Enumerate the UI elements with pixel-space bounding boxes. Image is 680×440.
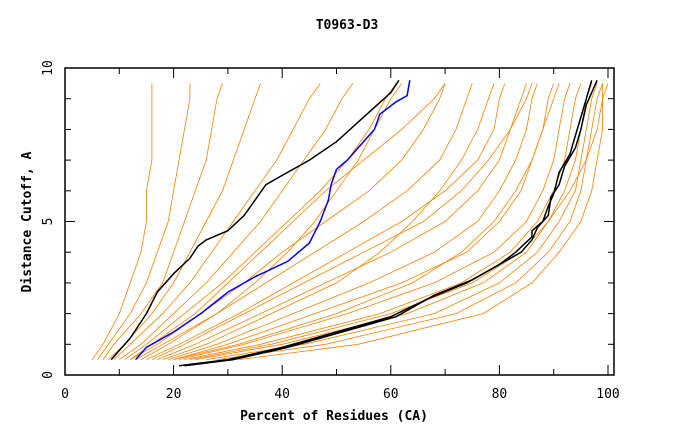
x-tick-label: 60 xyxy=(383,387,399,402)
model-curve-5 xyxy=(119,83,354,360)
plot-area xyxy=(91,79,609,367)
model-curve-3 xyxy=(108,83,261,360)
model-curve-24 xyxy=(129,83,446,360)
model-curve-20 xyxy=(162,83,495,360)
plot-frame xyxy=(64,67,615,376)
model-curve-13 xyxy=(178,83,571,360)
axes: 0 20 40 60 80 100 0 5 10 xyxy=(41,60,620,402)
x-tick-label: 100 xyxy=(596,387,619,402)
model-curve-16 xyxy=(206,83,598,360)
chart-title: T0963-D3 xyxy=(316,18,379,33)
highlight-curve-3 xyxy=(184,79,598,367)
model-curve-19 xyxy=(173,83,560,360)
model-curve-4 xyxy=(113,83,321,360)
model-curve-0 xyxy=(91,83,153,360)
x-tick-label: 20 xyxy=(166,387,182,402)
model-curve-22 xyxy=(151,83,533,360)
y-tick-label: 5 xyxy=(41,218,56,226)
model-curve-10 xyxy=(157,83,527,360)
highlight-curve-0 xyxy=(110,79,400,361)
highlight-curve-1 xyxy=(135,80,411,361)
model-curve-2 xyxy=(102,83,223,360)
x-tick-label: 40 xyxy=(274,387,290,402)
x-tick-label: 0 xyxy=(61,387,69,402)
model-curve-14 xyxy=(184,83,582,360)
model-curve-1 xyxy=(97,83,191,360)
model-curve-17 xyxy=(216,83,603,360)
model-curve-23 xyxy=(189,83,603,360)
x-tick-label: 80 xyxy=(492,387,508,402)
model-curve-18 xyxy=(238,83,609,360)
model-curve-11 xyxy=(168,83,538,360)
x-axis-label: Percent of Residues (CA) xyxy=(240,409,428,424)
y-tick-label: 10 xyxy=(41,60,56,76)
model-curve-12 xyxy=(173,83,555,360)
model-curve-9 xyxy=(146,83,506,360)
model-curve-8 xyxy=(135,83,473,360)
highlight-curve-2 xyxy=(178,80,593,367)
model-curve-21 xyxy=(140,83,403,360)
model-curve-6 xyxy=(124,83,397,360)
y-axis-label: Distance Cutoff, A xyxy=(20,151,35,292)
y-tick-label: 0 xyxy=(41,371,56,379)
